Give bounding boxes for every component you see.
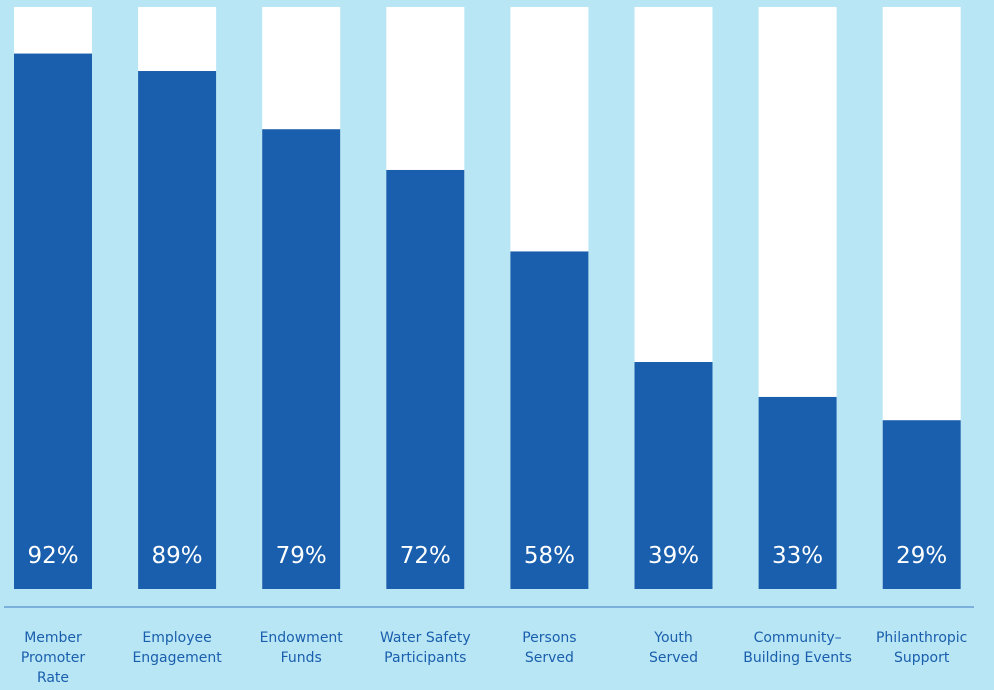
category-label: Endowment Funds (259, 630, 343, 666)
bar (386, 169, 465, 589)
category-label: Youth Served (648, 630, 699, 666)
bar-value-label: 29% (896, 543, 947, 569)
bar (262, 129, 341, 589)
bar-value-label: 72% (400, 543, 451, 569)
category-label: Community– Building Events (743, 630, 852, 666)
bar (14, 53, 92, 590)
category-label: Employee Engagement (132, 630, 222, 666)
category-label: Member Promoter Rate (20, 630, 86, 686)
bar-value-label: 33% (772, 543, 823, 569)
category-label: Water Safety Participants (379, 630, 471, 666)
x-axis-line (4, 606, 974, 608)
bar (634, 362, 713, 589)
bar (758, 396, 837, 589)
bar (510, 251, 589, 589)
category-label: Philanthropic Support (875, 630, 968, 666)
bar-value-label: 39% (648, 543, 699, 569)
bar-value-label: 92% (27, 543, 78, 569)
bar-value-label: 89% (152, 543, 203, 569)
category-label: Persons Served (522, 630, 577, 666)
bar-value-label: 79% (276, 543, 327, 569)
bar (882, 420, 961, 589)
bar-value-label: 58% (524, 543, 575, 569)
bar (138, 71, 217, 589)
